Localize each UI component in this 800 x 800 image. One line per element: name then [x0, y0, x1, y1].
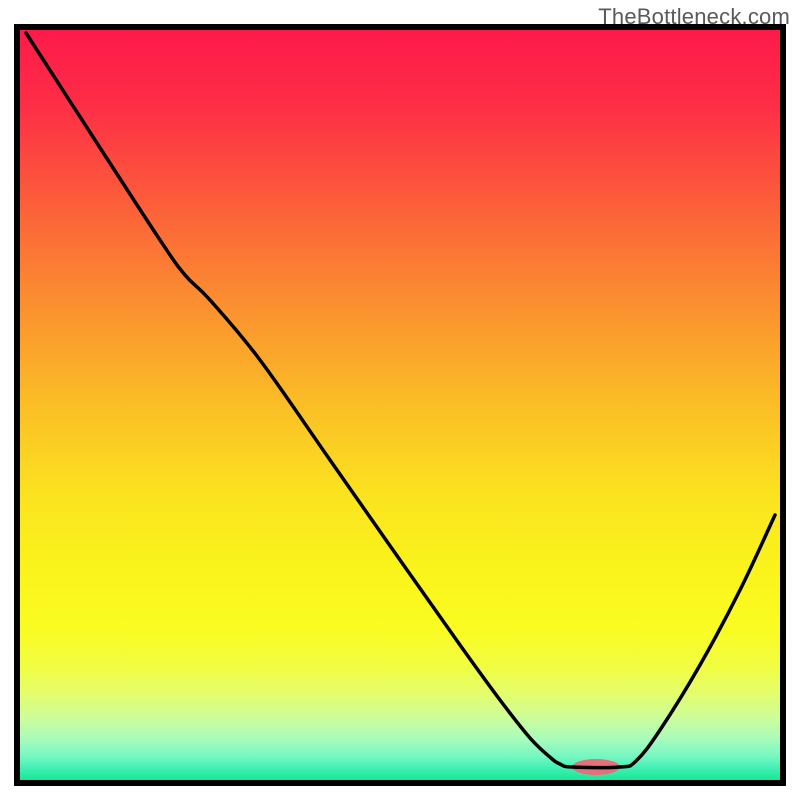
- chart-frame: TheBottleneck.com: [0, 0, 800, 800]
- chart-svg: [0, 0, 800, 800]
- watermark-text: TheBottleneck.com: [598, 4, 790, 30]
- plot-background: [20, 30, 780, 780]
